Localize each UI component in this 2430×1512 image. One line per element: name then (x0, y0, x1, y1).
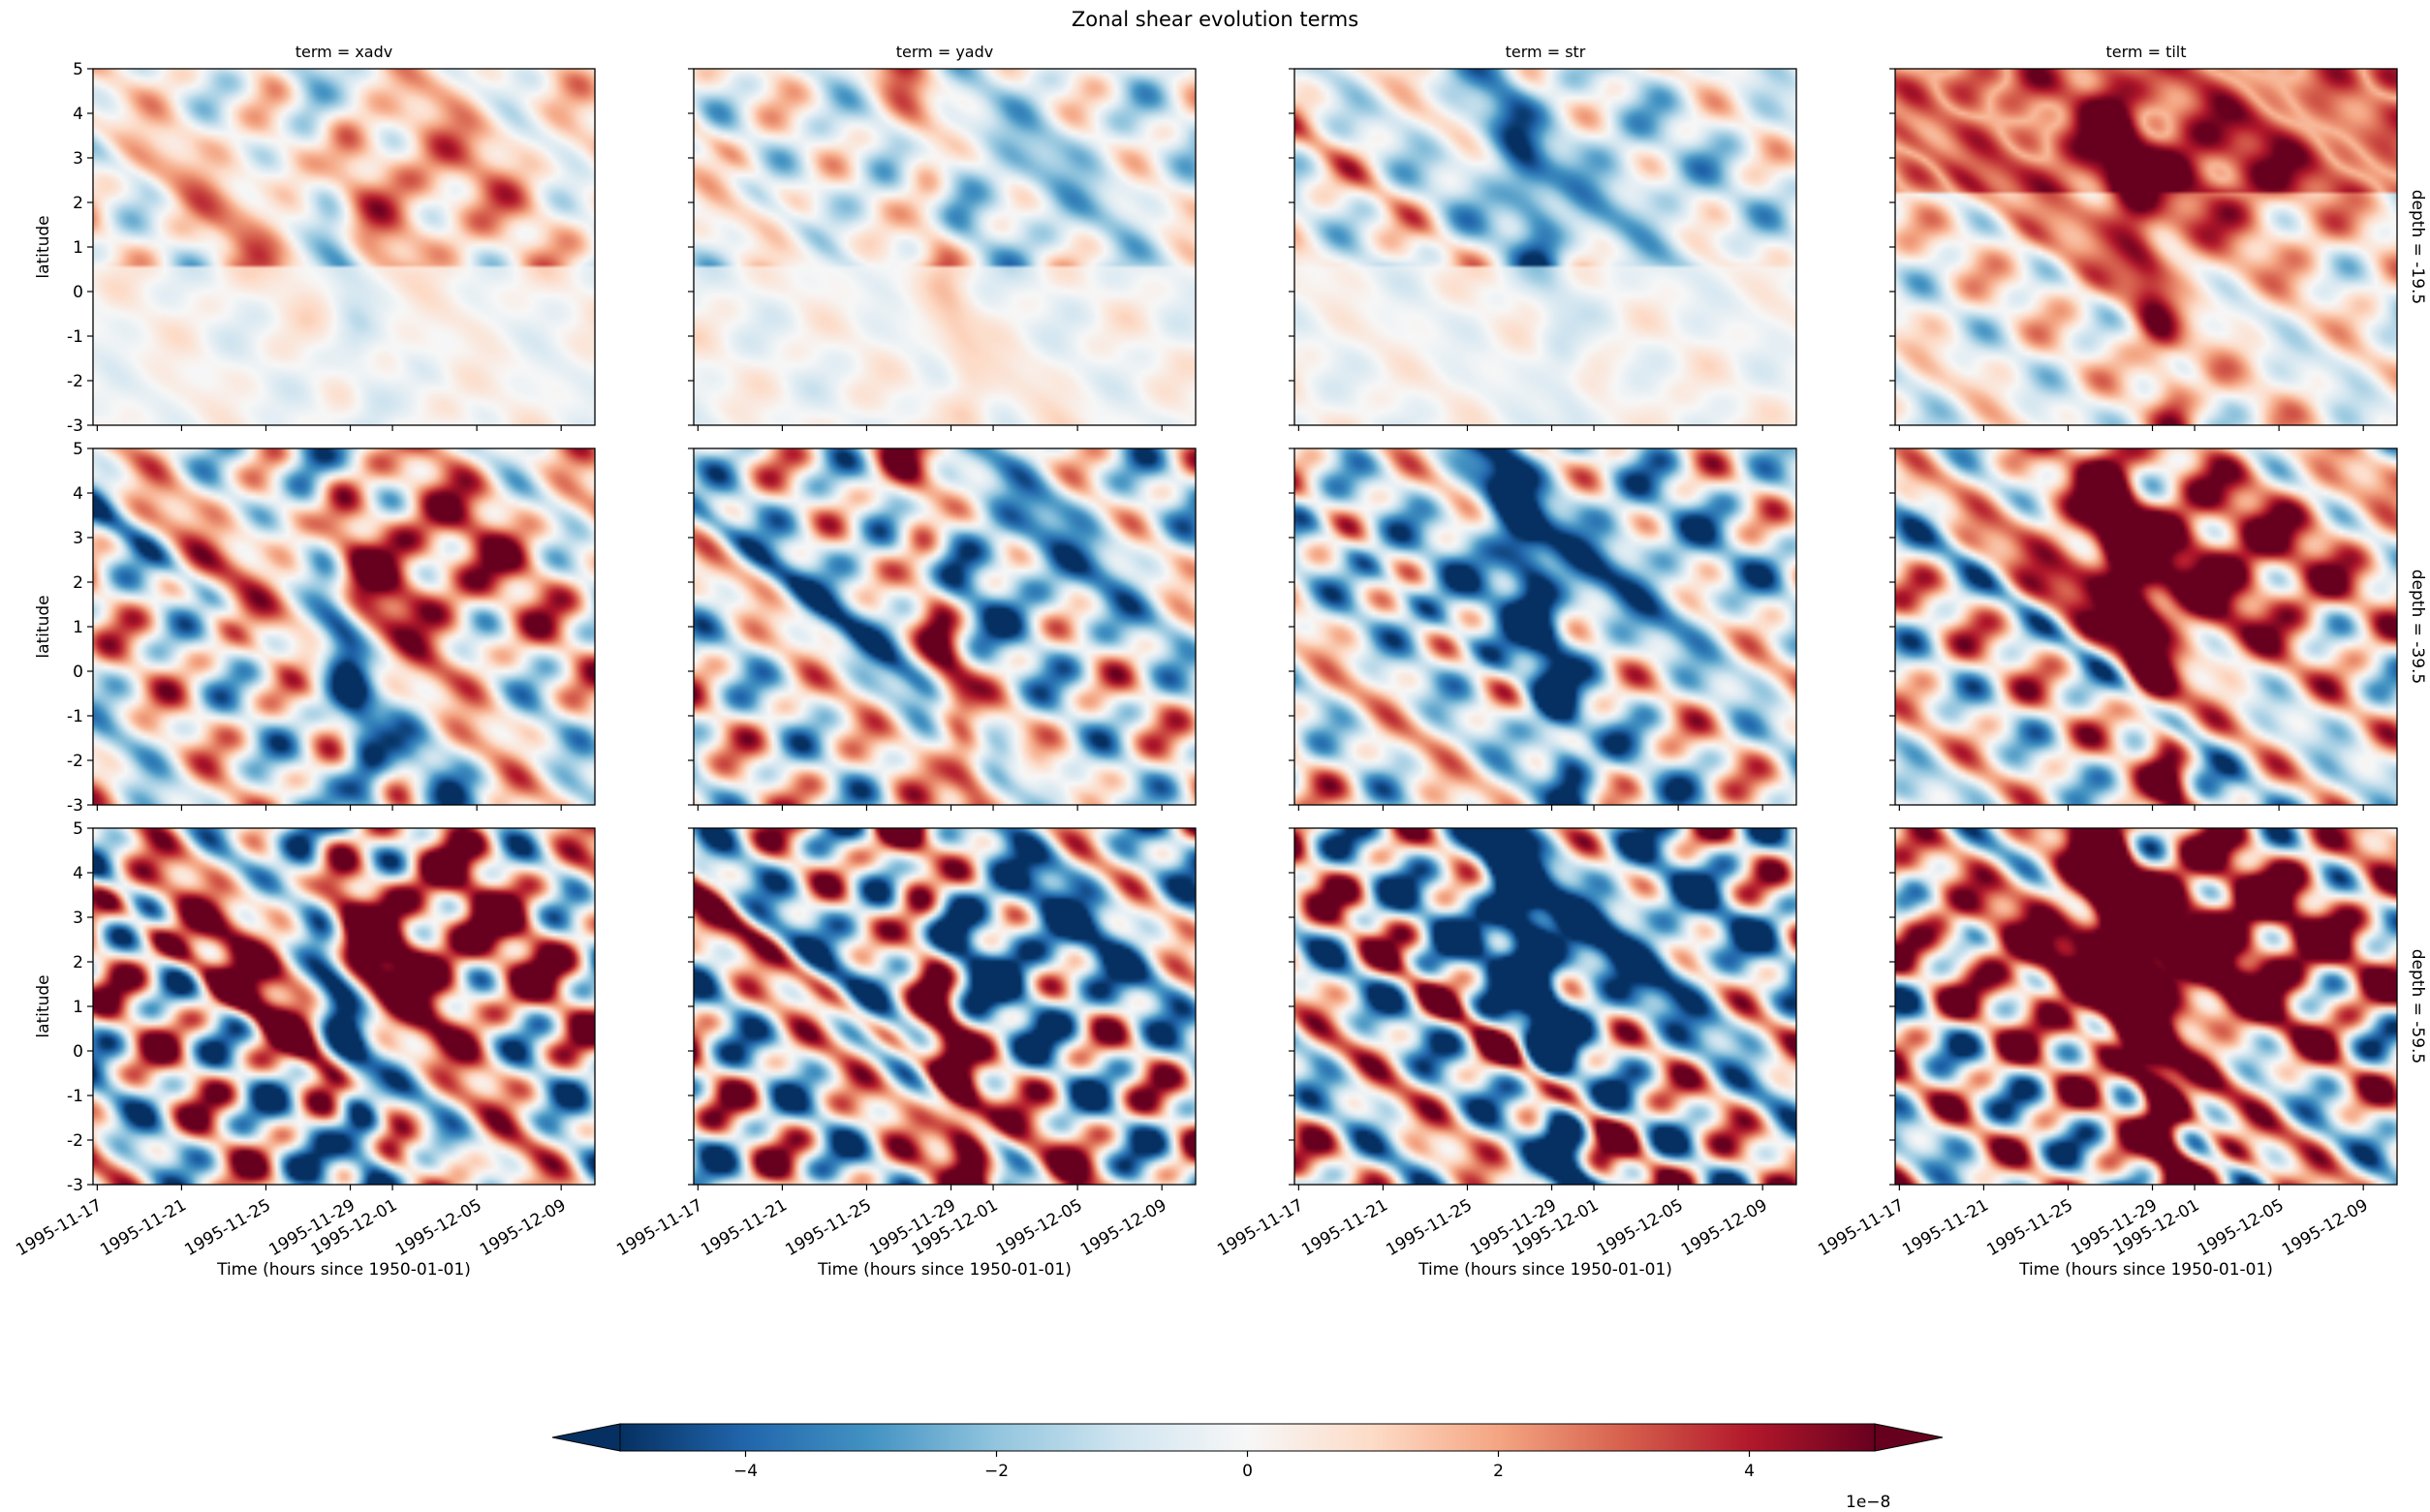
y-tick-label: 1 (73, 998, 83, 1017)
y-tick-label: 4 (73, 864, 83, 883)
colorbar-tick-label: 0 (1242, 1462, 1253, 1481)
y-tick-label: 0 (73, 663, 83, 682)
x-tick-label: 1995-12-05 (392, 1195, 485, 1260)
row-facet-title: depth = -19.5 (2408, 190, 2427, 305)
column-facet-title: term = tilt (2105, 43, 2186, 61)
x-tick-label: 1995-11-25 (1983, 1195, 2076, 1260)
x-tick-label: 1995-11-17 (613, 1195, 706, 1260)
x-tick-label: 1995-11-21 (1899, 1195, 1992, 1260)
heatmap-panel-r1-c1 (688, 447, 1197, 811)
row-facet-title: depth = -59.5 (2408, 949, 2427, 1065)
x-tick-label: 1995-12-05 (1594, 1195, 1687, 1260)
y-tick-label: 2 (73, 194, 83, 213)
x-tick-label: 1995-11-21 (1298, 1195, 1391, 1260)
heatmap-panel-r1-c3 (1889, 447, 2398, 811)
y-tick-label: 0 (73, 1042, 83, 1062)
x-axis-label: Time (hours since 1950-01-01) (2018, 1260, 2273, 1280)
y-tick-label: 2 (73, 573, 83, 593)
x-tick-label: 1995-11-17 (1815, 1195, 1908, 1260)
y-tick-label: -3 (67, 796, 83, 816)
colorbar-extend-high (1874, 1423, 1944, 1452)
y-tick-label: 4 (73, 484, 83, 504)
y-tick-label: 3 (73, 909, 83, 928)
y-tick-label: -1 (67, 1087, 83, 1106)
heatmap-panel-r1-c0: -3 -2 -1 0 1 2 3 4 5 (67, 440, 596, 816)
heatmap-panel-r2-c3: 1995-11-171995-11-211995-11-251995-11-29… (1815, 827, 2398, 1260)
colorbar: −4 −2 0 2 4 1e−8 (551, 1423, 1944, 1512)
y-tick-label: -3 (67, 417, 83, 436)
x-tick-label: 1995-12-09 (477, 1195, 570, 1260)
heatmap-raster (694, 69, 1196, 425)
column-facet-title: term = str (1506, 43, 1586, 61)
heatmap-raster (93, 69, 595, 425)
y-tick-label: 5 (73, 819, 83, 839)
x-axis-label: Time (hours since 1950-01-01) (817, 1260, 1072, 1280)
colorbar-tick-label: 2 (1493, 1462, 1504, 1481)
y-tick-label: 4 (73, 105, 83, 124)
x-tick-label: 1995-11-25 (782, 1195, 875, 1260)
y-tick-label: -2 (67, 372, 83, 391)
column-facet-title: term = xadv (296, 43, 392, 61)
heatmap-panel-r2-c0: 1995-11-171995-11-211995-11-251995-11-29… (13, 819, 596, 1260)
x-tick-label: 1995-12-09 (1077, 1195, 1170, 1260)
y-tick-label: 3 (73, 149, 83, 169)
heatmap-raster (93, 828, 595, 1185)
heatmap-panel-r0-c0: -3 -2 -1 0 1 2 3 4 5 (67, 60, 596, 436)
x-tick-label: 1995-12-09 (1678, 1195, 1771, 1260)
figure-title: Zonal shear evolution terms (1071, 8, 1359, 31)
heatmap-panel-r0-c2 (1289, 68, 1797, 431)
x-tick-label: 1995-11-17 (13, 1195, 106, 1260)
y-tick-label: -1 (67, 327, 83, 347)
colorbar-offset-label: 1e−8 (1846, 1493, 1890, 1512)
heatmap-panel-r0-c3 (1889, 68, 2398, 431)
y-tick-label: 5 (73, 60, 83, 79)
y-tick-label: 5 (73, 440, 83, 459)
heatmap-raster (1895, 828, 2397, 1185)
x-tick-label: 1995-11-25 (1383, 1195, 1476, 1260)
column-facet-title: term = yadv (896, 43, 993, 61)
y-axis-label: latitude (34, 974, 53, 1037)
y-tick-label: 1 (73, 618, 83, 637)
heatmap-raster (694, 448, 1196, 805)
heatmap-raster (93, 448, 595, 805)
heatmap-panel-r0-c1 (688, 68, 1197, 431)
y-tick-label: -3 (67, 1176, 83, 1195)
y-tick-label: 2 (73, 953, 83, 972)
heatmap-raster (1294, 448, 1796, 805)
x-tick-label: 1995-12-05 (993, 1195, 1086, 1260)
x-tick-label: 1995-11-21 (97, 1195, 190, 1260)
heatmap-panel-r2-c2: 1995-11-171995-11-211995-11-251995-11-29… (1214, 827, 1797, 1260)
heatmap-raster (1294, 69, 1796, 425)
y-tick-label: 3 (73, 529, 83, 548)
x-tick-label: 1995-11-17 (1214, 1195, 1307, 1260)
colorbar-tick-label: −4 (733, 1462, 758, 1481)
heatmap-raster (1895, 69, 2397, 425)
x-axis-label: Time (hours since 1950-01-01) (1418, 1260, 1672, 1280)
x-tick-label: 1995-12-05 (2195, 1195, 2288, 1260)
y-tick-label: 1 (73, 238, 83, 258)
heatmap-panel-r1-c2 (1289, 447, 1797, 811)
y-tick-label: -2 (67, 752, 83, 771)
colorbar-tick-label: −2 (984, 1462, 1009, 1481)
y-tick-label: -1 (67, 707, 83, 726)
x-tick-label: 1995-11-21 (698, 1195, 791, 1260)
y-axis-label: latitude (34, 215, 53, 278)
colorbar-tick-label: 4 (1744, 1462, 1755, 1481)
y-tick-label: -2 (67, 1131, 83, 1151)
y-axis-label: latitude (34, 595, 53, 658)
x-axis-label: Time (hours since 1950-01-01) (216, 1260, 471, 1280)
heatmap-panel-r2-c1: 1995-11-171995-11-211995-11-251995-11-29… (613, 827, 1197, 1260)
y-tick-label: 0 (73, 283, 83, 302)
heatmap-raster (694, 828, 1196, 1185)
x-tick-label: 1995-12-09 (2279, 1195, 2372, 1260)
colorbar-gradient (619, 1423, 1876, 1452)
heatmap-raster (1895, 448, 2397, 805)
x-tick-label: 1995-11-25 (181, 1195, 274, 1260)
heatmap-raster (1294, 828, 1796, 1185)
colorbar-extend-low (551, 1423, 621, 1452)
row-facet-title: depth = -39.5 (2408, 570, 2427, 685)
